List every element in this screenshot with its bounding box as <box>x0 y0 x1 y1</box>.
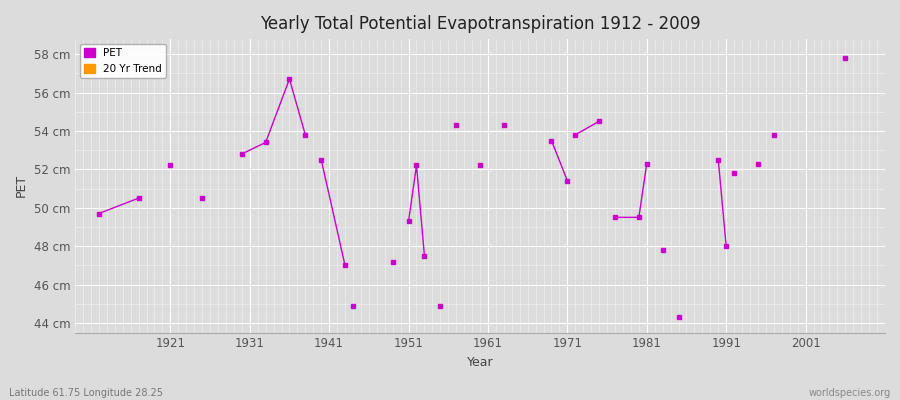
Legend: PET, 20 Yr Trend: PET, 20 Yr Trend <box>80 44 166 78</box>
Text: worldspecies.org: worldspecies.org <box>809 388 891 398</box>
X-axis label: Year: Year <box>467 356 493 369</box>
Text: Latitude 61.75 Longitude 28.25: Latitude 61.75 Longitude 28.25 <box>9 388 163 398</box>
Title: Yearly Total Potential Evapotranspiration 1912 - 2009: Yearly Total Potential Evapotranspiratio… <box>260 15 700 33</box>
Y-axis label: PET: PET <box>15 174 28 197</box>
